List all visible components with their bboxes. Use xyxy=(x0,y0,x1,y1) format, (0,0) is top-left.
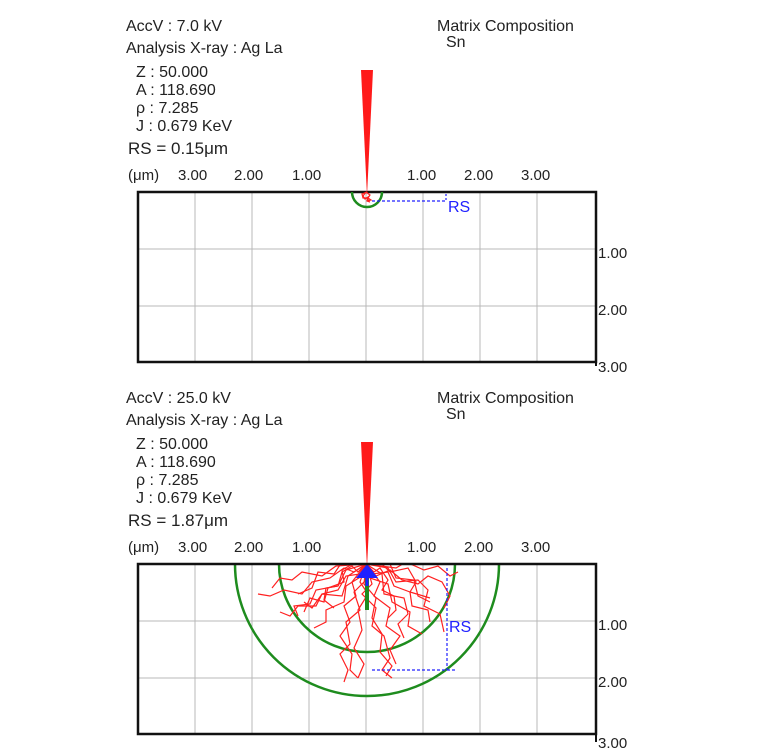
rho-value: ρ : 7.285 xyxy=(136,100,199,117)
analysis-xray-label: Analysis X-ray : Ag La xyxy=(126,412,283,429)
electron-trajectories xyxy=(257,564,459,683)
z-value: Z : 50.000 xyxy=(136,64,209,81)
top-tick-label: 3.00 xyxy=(521,539,550,556)
rs-value: RS = 1.87μm xyxy=(128,511,229,530)
right-tick-label: 2.00 xyxy=(598,674,627,691)
a-value: A : 118.690 xyxy=(136,454,216,471)
top-tick-label: 2.00 xyxy=(234,167,263,184)
rho-value: ρ : 7.285 xyxy=(136,472,199,489)
matrix-composition-title: Matrix Composition xyxy=(437,18,574,35)
analysis-xray-label: Analysis X-ray : Ag La xyxy=(126,40,283,57)
top-tick-label: 3.00 xyxy=(521,167,550,184)
right-tick-label: 3.00 xyxy=(598,359,627,376)
accv-label: AccV : 25.0 kV xyxy=(126,390,231,407)
rs-value: RS = 0.15μm xyxy=(128,139,229,158)
right-tick-label: 1.00 xyxy=(598,617,627,634)
electron-beam-icon xyxy=(361,70,373,196)
matrix-element: Sn xyxy=(446,34,466,51)
simulation-panel-7kv: AccV : 7.0 kV Analysis X-ray : Ag La Z :… xyxy=(126,18,627,376)
accv-label: AccV : 7.0 kV xyxy=(126,18,223,35)
plot-frame xyxy=(136,190,598,364)
top-tick-label: 2.00 xyxy=(464,539,493,556)
simulation-plot-7kv: (μm) 3.00 2.00 1.00 1.00 2.00 3.00 1.00 … xyxy=(128,70,627,376)
svg-text:RS: RS xyxy=(448,199,470,216)
top-tick-label: 2.00 xyxy=(234,539,263,556)
direction-arrow-icon xyxy=(356,564,378,586)
simulation-panel-25kv: AccV : 25.0 kV Analysis X-ray : Ag La Z … xyxy=(0,372,757,756)
axis-unit-label: (μm) xyxy=(128,539,159,556)
simulation-plot-25kv: (μm) 3.00 2.00 1.00 1.00 2.00 3.00 xyxy=(128,442,627,752)
j-value: J : 0.679 KeV xyxy=(136,490,233,507)
rs-circle xyxy=(350,191,384,209)
electron-beam-icon xyxy=(361,442,373,568)
right-tick-label: 1.00 xyxy=(598,245,627,262)
top-tick-label: 1.00 xyxy=(292,539,321,556)
right-tick-label: 3.00 xyxy=(598,735,627,752)
top-tick-label: 1.00 xyxy=(407,167,436,184)
matrix-composition-title: Matrix Composition xyxy=(437,390,574,407)
top-tick-label: 3.00 xyxy=(178,539,207,556)
top-tick-label: 3.00 xyxy=(178,167,207,184)
top-tick-label: 1.00 xyxy=(407,539,436,556)
z-value: Z : 50.000 xyxy=(136,436,209,453)
top-tick-label: 2.00 xyxy=(464,167,493,184)
matrix-element: Sn xyxy=(446,406,466,423)
rs-circles xyxy=(233,564,501,698)
right-tick-label: 2.00 xyxy=(598,302,627,319)
top-tick-label: 1.00 xyxy=(292,167,321,184)
grid-lines xyxy=(138,192,596,362)
svg-text:RS: RS xyxy=(449,619,471,636)
electron-trajectories xyxy=(361,191,373,203)
rs-dimension-marker: RS xyxy=(372,568,471,671)
a-value: A : 118.690 xyxy=(136,82,216,99)
j-value: J : 0.679 KeV xyxy=(136,118,233,135)
rs-dimension-marker: RS xyxy=(372,194,470,216)
axis-unit-label: (μm) xyxy=(128,167,159,184)
